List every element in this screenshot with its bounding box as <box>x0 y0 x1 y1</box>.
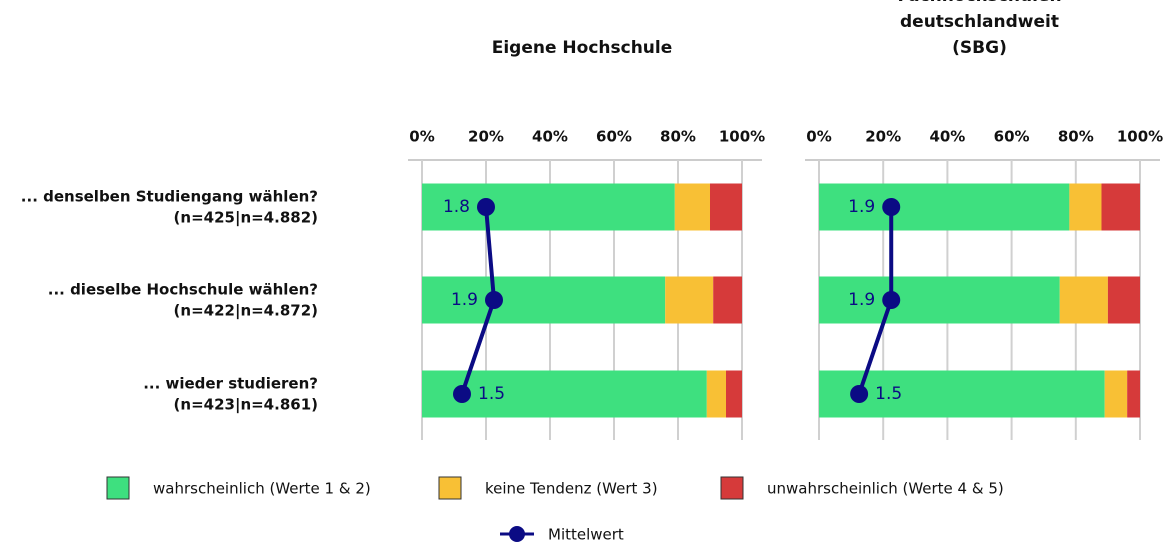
panel-title: Eigene Hochschule <box>492 38 673 58</box>
x-tick-label: 80% <box>1058 128 1094 146</box>
mean-label: 1.8 <box>443 197 470 217</box>
mean-label: 1.5 <box>478 384 505 404</box>
bar-segment <box>1059 276 1108 324</box>
x-tick-label: 60% <box>994 128 1030 146</box>
x-tick-label: 0% <box>409 128 434 146</box>
x-tick-label: 20% <box>865 128 901 146</box>
legend-mean-dot <box>509 526 525 542</box>
mean-dot <box>477 198 495 216</box>
category-label: ... dieselbe Hochschule wählen? <box>48 281 318 299</box>
mean-dot <box>882 291 901 309</box>
bar-segment <box>674 183 710 231</box>
bar-segment <box>726 370 742 418</box>
bar-segment <box>819 183 1070 231</box>
legend-label: wahrscheinlich (Werte 1 & 2) <box>153 480 371 498</box>
category-label: ... wieder studieren? <box>143 375 318 393</box>
bar-segment <box>1069 183 1102 231</box>
legend-label: keine Tendenz (Wert 3) <box>485 480 658 498</box>
x-tick-label: 20% <box>468 128 504 146</box>
bar-segment <box>713 276 742 324</box>
x-tick-label: 40% <box>929 128 965 146</box>
mean-dot <box>485 291 503 309</box>
legend-swatch <box>720 476 744 500</box>
sample-size-label: (n=423|n=4.861) <box>174 396 318 415</box>
legend-label: Mittelwert <box>548 526 624 544</box>
mean-dot <box>882 198 901 216</box>
legend-label: unwahrscheinlich (Werte 4 & 5) <box>767 480 1004 498</box>
mean-label: 1.9 <box>848 290 875 310</box>
x-tick-label: 100% <box>1117 128 1163 146</box>
bar-segment <box>422 183 675 231</box>
mean-dot <box>453 385 471 403</box>
x-tick-label: 60% <box>596 128 632 146</box>
bar-segment <box>1104 370 1128 418</box>
x-tick-label: 40% <box>532 128 568 146</box>
panel-title: Fachhochschulen <box>897 0 1061 6</box>
bar-segment <box>1107 276 1140 324</box>
bar-segment <box>422 276 666 324</box>
x-tick-label: 100% <box>719 128 765 146</box>
bar-segment <box>710 183 742 231</box>
x-tick-label: 80% <box>660 128 696 146</box>
mean-label: 1.9 <box>451 290 478 310</box>
sample-size-label: (n=422|n=4.872) <box>174 302 318 321</box>
x-tick-label: 0% <box>806 128 831 146</box>
bar-segment <box>1101 183 1140 231</box>
bar-segment <box>819 276 1060 324</box>
mean-label: 1.5 <box>875 384 902 404</box>
bar-segment <box>665 276 714 324</box>
panel-title: (SBG) <box>952 38 1007 58</box>
panel-title: deutschlandweit <box>900 12 1059 32</box>
sample-size-label: (n=425|n=4.882) <box>174 209 318 228</box>
bar-segment <box>1127 370 1140 418</box>
legend-swatch <box>106 476 130 500</box>
bar-segment <box>706 370 726 418</box>
mean-label: 1.9 <box>848 197 875 217</box>
mean-dot <box>850 385 869 403</box>
category-label: ... denselben Studiengang wählen? <box>21 188 318 206</box>
legend-swatch <box>438 476 462 500</box>
